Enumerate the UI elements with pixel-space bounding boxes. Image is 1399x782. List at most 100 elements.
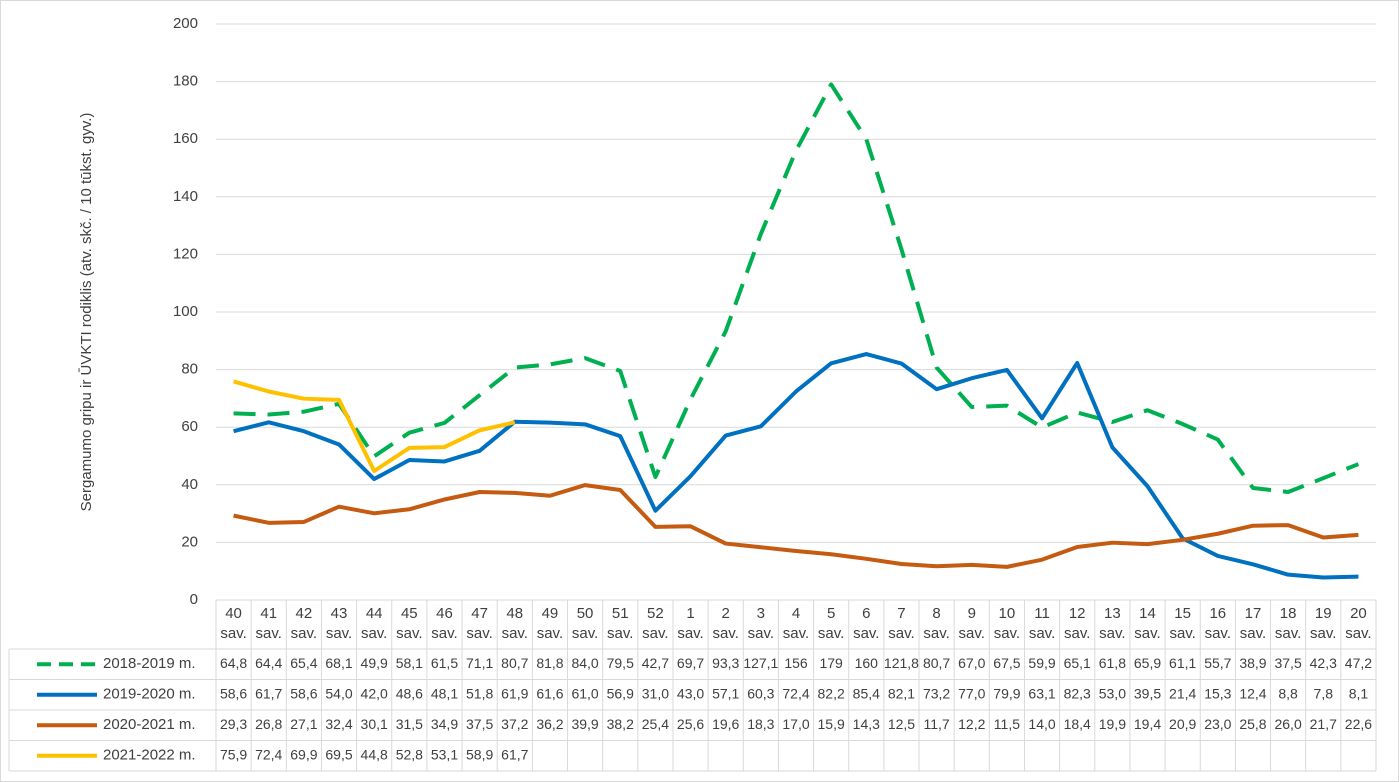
- x-tick-label: 45 sav.: [396, 605, 423, 642]
- table-value: 47,2: [1345, 655, 1372, 671]
- x-tick-label: 3 sav.: [747, 605, 775, 642]
- table-value: 42,3: [1310, 655, 1337, 671]
- table-value: 21,7: [1310, 716, 1337, 732]
- table-value: 42,0: [361, 685, 388, 701]
- table-value: 160: [855, 655, 879, 671]
- table-value: 61,1: [1169, 655, 1196, 671]
- table-value: 22,6: [1345, 716, 1372, 732]
- x-tick-label: 49 sav.: [536, 605, 564, 642]
- table-value: 43,0: [677, 685, 704, 701]
- table-value: 17,0: [782, 716, 809, 732]
- table-value: 44,8: [361, 746, 388, 762]
- table-value: 69,7: [677, 655, 704, 671]
- table-value: 12,4: [1239, 685, 1266, 701]
- table-value: 18,3: [747, 716, 774, 732]
- y-tick-label: 180: [173, 73, 198, 90]
- series-line: [233, 379, 516, 473]
- x-tick-label: 40 sav.: [220, 605, 247, 642]
- table-value: 14,3: [853, 716, 880, 732]
- y-tick-label: 140: [173, 188, 198, 205]
- table-value: 72,4: [782, 685, 809, 701]
- table-value: 39,9: [571, 716, 598, 732]
- table-value: 73,2: [923, 685, 950, 701]
- table-value: 31,0: [642, 685, 669, 701]
- table-value: 31,5: [396, 716, 423, 732]
- table-value: 37,5: [466, 716, 493, 732]
- table-value: 26,8: [255, 716, 282, 732]
- table-value: 80,7: [923, 655, 950, 671]
- table-value: 32,4: [325, 716, 352, 732]
- table-value: 121,8: [884, 655, 919, 671]
- x-tick-label: 43 sav.: [325, 605, 353, 642]
- x-tick-label: 46 sav.: [431, 605, 458, 642]
- legend-label: 2019-2020 m.: [103, 686, 196, 703]
- table-value: 82,1: [888, 685, 915, 701]
- table-value: 68,1: [325, 655, 352, 671]
- y-tick-label: 20: [181, 533, 198, 550]
- table-value: 11,5: [994, 716, 1020, 732]
- table-value: 14,0: [1028, 716, 1055, 732]
- table-value: 48,6: [396, 685, 423, 701]
- table-value: 38,2: [607, 716, 634, 732]
- table-value: 61,9: [501, 685, 528, 701]
- legend-label: 2018-2019 m.: [103, 655, 196, 672]
- x-tick-label: 42 sav.: [290, 605, 318, 642]
- table-value: 65,9: [1134, 655, 1161, 671]
- table-value: 60,3: [747, 685, 774, 701]
- table-value: 179: [819, 655, 843, 671]
- x-tick-label: 8 sav.: [923, 605, 950, 642]
- table-value: 67,5: [993, 655, 1020, 671]
- legend-label: 2020-2021 m.: [103, 716, 196, 733]
- table-value: 38,9: [1239, 655, 1266, 671]
- table-value: 57,1: [712, 685, 739, 701]
- table-value: 30,1: [361, 716, 388, 732]
- table-value: 58,6: [290, 685, 317, 701]
- table-value: 19,4: [1134, 716, 1161, 732]
- table-value: 58,9: [466, 746, 493, 762]
- table-value: 8,1: [1349, 685, 1369, 701]
- table-value: 79,5: [607, 655, 634, 671]
- table-value: 69,5: [325, 746, 352, 762]
- table-value: 48,1: [431, 685, 458, 701]
- x-tick-label: 9 sav.: [958, 605, 985, 642]
- table-value: 93,3: [712, 655, 739, 671]
- table-value: 71,1: [466, 655, 493, 671]
- y-tick-label: 160: [173, 130, 198, 147]
- series-line: [233, 483, 1359, 569]
- x-tick-label: 50 sav.: [571, 605, 599, 642]
- table-value: 12,2: [958, 716, 985, 732]
- y-tick-label: 80: [181, 361, 198, 378]
- x-tick-label: 18 sav.: [1274, 605, 1302, 642]
- table-value: 7,8: [1314, 685, 1334, 701]
- table-value: 25,8: [1239, 716, 1266, 732]
- table-value: 63,1: [1028, 685, 1055, 701]
- table-value: 18,4: [1064, 716, 1091, 732]
- table-value: 55,7: [1204, 655, 1231, 671]
- series-line: [233, 352, 1359, 580]
- table-value: 64,8: [220, 655, 247, 671]
- x-tick-label: 4 sav.: [782, 605, 810, 642]
- table-value: 29,3: [220, 716, 247, 732]
- table-value: 61,6: [536, 685, 563, 701]
- table-value: 72,4: [255, 746, 282, 762]
- x-tick-label: 13 sav.: [1099, 605, 1126, 642]
- table-value: 19,6: [712, 716, 739, 732]
- table-value: 53,0: [1099, 685, 1126, 701]
- x-tick-label: 14 sav.: [1134, 605, 1161, 642]
- table-value: 11,7: [923, 716, 949, 732]
- y-tick-label: 0: [190, 591, 198, 608]
- x-tick-label: 2 sav.: [712, 605, 739, 642]
- table-value: 15,3: [1204, 685, 1231, 701]
- table-value: 39,5: [1134, 685, 1161, 701]
- table-value: 84,0: [571, 655, 598, 671]
- table-value: 25,4: [642, 716, 669, 732]
- table-value: 23,0: [1204, 716, 1231, 732]
- table-value: 65,4: [290, 655, 317, 671]
- table-value: 56,9: [607, 685, 634, 701]
- x-tick-label: 16 sav.: [1204, 605, 1231, 642]
- table-value: 61,0: [571, 685, 598, 701]
- table-value: 75,9: [220, 746, 247, 762]
- table-value: 54,0: [325, 685, 352, 701]
